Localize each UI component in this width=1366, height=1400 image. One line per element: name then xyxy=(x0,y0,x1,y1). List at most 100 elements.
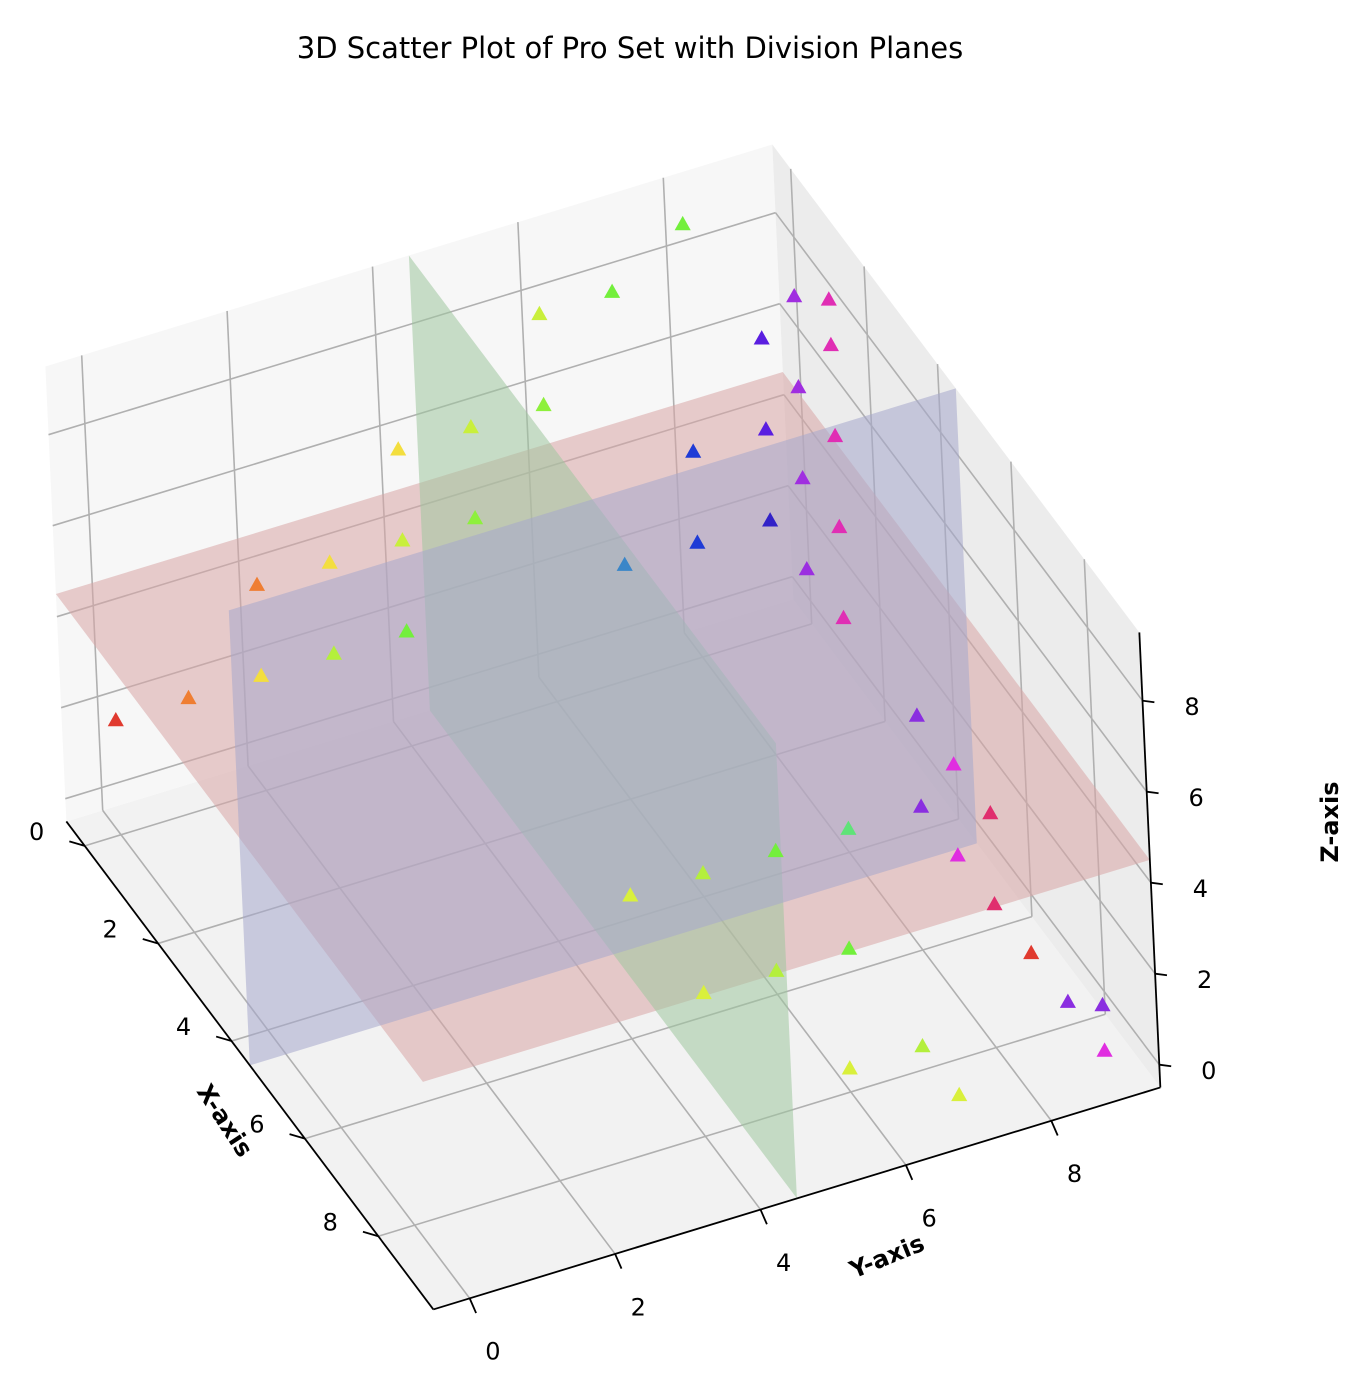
data-point xyxy=(835,609,852,625)
data-point xyxy=(913,798,930,813)
y-axis-line xyxy=(433,1086,1161,1311)
data-point xyxy=(768,962,785,977)
z-tick-label: 4 xyxy=(1193,875,1208,903)
z-tick-label: 2 xyxy=(1197,966,1212,994)
gridline-y xyxy=(102,809,471,1299)
x-tick-tick xyxy=(289,1133,306,1140)
gridline-x xyxy=(1083,559,1107,1015)
data-point xyxy=(762,512,779,527)
gridline-z xyxy=(48,211,776,436)
gridline-x xyxy=(378,1013,1106,1238)
z-tick-label: 0 xyxy=(1201,1057,1216,1085)
data-point xyxy=(982,804,999,820)
data-point xyxy=(841,1060,858,1075)
x-tick-label: 2 xyxy=(102,915,117,943)
y-tick-tick xyxy=(468,1297,477,1314)
scatter-points xyxy=(107,215,1113,1102)
x-tick-label: 8 xyxy=(323,1208,338,1236)
y-tick-tick xyxy=(905,1164,914,1181)
data-point xyxy=(786,287,803,303)
y-tick-tick xyxy=(614,1253,623,1270)
y-axis-label: Y-axis xyxy=(845,1229,929,1285)
x-tick-tick xyxy=(142,938,159,945)
x-tick-label: 6 xyxy=(249,1111,264,1139)
data-point xyxy=(1023,944,1040,960)
data-point xyxy=(695,984,712,1000)
z-tick-label: 8 xyxy=(1184,693,1199,721)
data-point xyxy=(467,509,484,525)
data-point xyxy=(694,864,712,880)
chart-title: 3D Scatter Plot of Pro Set with Division… xyxy=(297,31,963,65)
data-point xyxy=(831,518,848,534)
data-point xyxy=(790,378,807,394)
data-point xyxy=(767,842,784,858)
y-tick-label: 2 xyxy=(631,1293,646,1321)
z-tick-tick xyxy=(1154,972,1168,977)
data-point xyxy=(840,820,857,835)
data-point xyxy=(535,396,552,412)
data-point xyxy=(794,469,811,485)
x-tick-tick xyxy=(69,840,85,847)
z-tick-tick xyxy=(1150,881,1163,886)
x-tick-label: 0 xyxy=(29,818,44,846)
z-axis-label: Z-axis xyxy=(1316,781,1344,862)
data-point xyxy=(531,305,548,321)
y-tick-tick xyxy=(1050,1120,1059,1136)
data-point xyxy=(248,576,266,591)
z-tick-tick xyxy=(1142,699,1155,704)
gridline-x xyxy=(304,915,1033,1140)
y-tick-label: 8 xyxy=(1067,1160,1082,1188)
gridline-z xyxy=(779,303,1148,793)
data-point xyxy=(841,940,858,955)
data-point xyxy=(945,756,962,771)
data-point xyxy=(685,443,702,458)
data-point xyxy=(394,532,411,547)
data-point xyxy=(325,645,342,660)
x-tick-tick xyxy=(215,1035,232,1042)
y-tick-label: 4 xyxy=(776,1249,791,1277)
division-planes xyxy=(55,255,1150,1199)
z-tick-tick xyxy=(1146,790,1159,795)
data-point xyxy=(689,534,706,549)
y-tick-label: 0 xyxy=(485,1338,500,1366)
data-point xyxy=(1094,996,1111,1012)
data-point xyxy=(1059,993,1076,1008)
data-point xyxy=(253,667,270,682)
data-point xyxy=(462,418,479,434)
data-point xyxy=(1096,1042,1113,1057)
z-tick-tick xyxy=(1159,1063,1172,1068)
gridline-y xyxy=(80,355,104,811)
y-tick-label: 6 xyxy=(921,1205,936,1233)
data-point xyxy=(914,1037,931,1053)
data-point xyxy=(820,291,837,306)
data-point xyxy=(622,887,639,902)
tick-labels: 0 2 4 6 8 0 2 4 6 8 0 2 4 6 8 xyxy=(29,693,1216,1366)
z-axis-line xyxy=(1138,632,1162,1088)
data-point xyxy=(753,330,770,345)
data-point xyxy=(616,556,633,571)
gridline-z xyxy=(52,302,780,527)
gridline-z xyxy=(774,212,1144,702)
data-point xyxy=(949,847,966,862)
data-point xyxy=(908,707,925,722)
data-point xyxy=(107,711,124,727)
data-point xyxy=(674,215,691,231)
data-point xyxy=(986,895,1003,911)
data-point xyxy=(604,283,621,298)
data-point xyxy=(822,336,839,352)
data-point xyxy=(757,421,774,436)
data-point xyxy=(951,1086,968,1102)
data-point xyxy=(798,560,815,576)
axis-lines xyxy=(65,632,1172,1314)
data-point xyxy=(398,623,415,638)
data-point xyxy=(180,689,197,705)
x-axis-line xyxy=(65,820,435,1310)
x-tick-label: 4 xyxy=(176,1013,191,1041)
data-point xyxy=(321,554,338,569)
z-tick-label: 6 xyxy=(1189,784,1204,812)
data-point xyxy=(390,441,407,456)
division-plane-x xyxy=(228,388,977,1066)
x-tick-tick xyxy=(362,1230,379,1238)
data-point xyxy=(827,427,844,443)
